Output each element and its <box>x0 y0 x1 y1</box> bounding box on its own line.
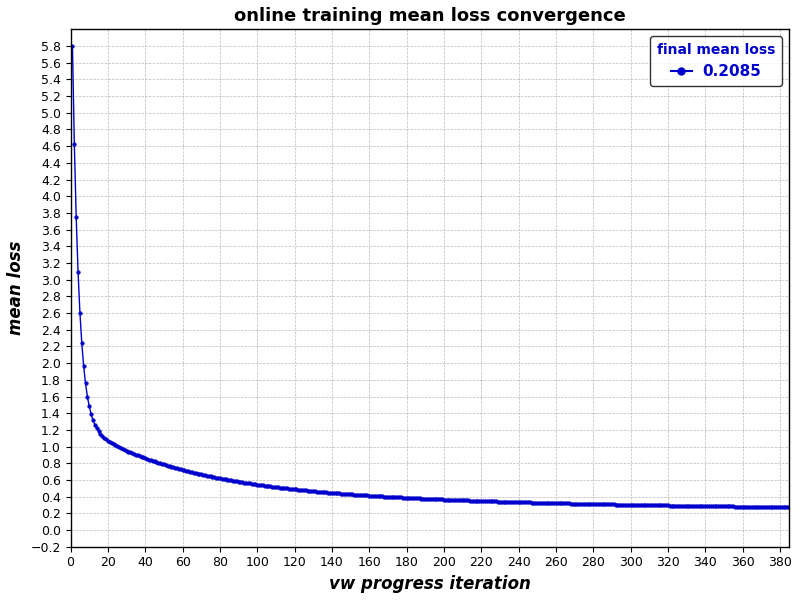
Y-axis label: mean loss: mean loss <box>7 241 25 335</box>
X-axis label: vw progress iteration: vw progress iteration <box>329 575 531 593</box>
Legend: 0.2085: 0.2085 <box>650 36 782 86</box>
Title: online training mean loss convergence: online training mean loss convergence <box>234 7 626 25</box>
